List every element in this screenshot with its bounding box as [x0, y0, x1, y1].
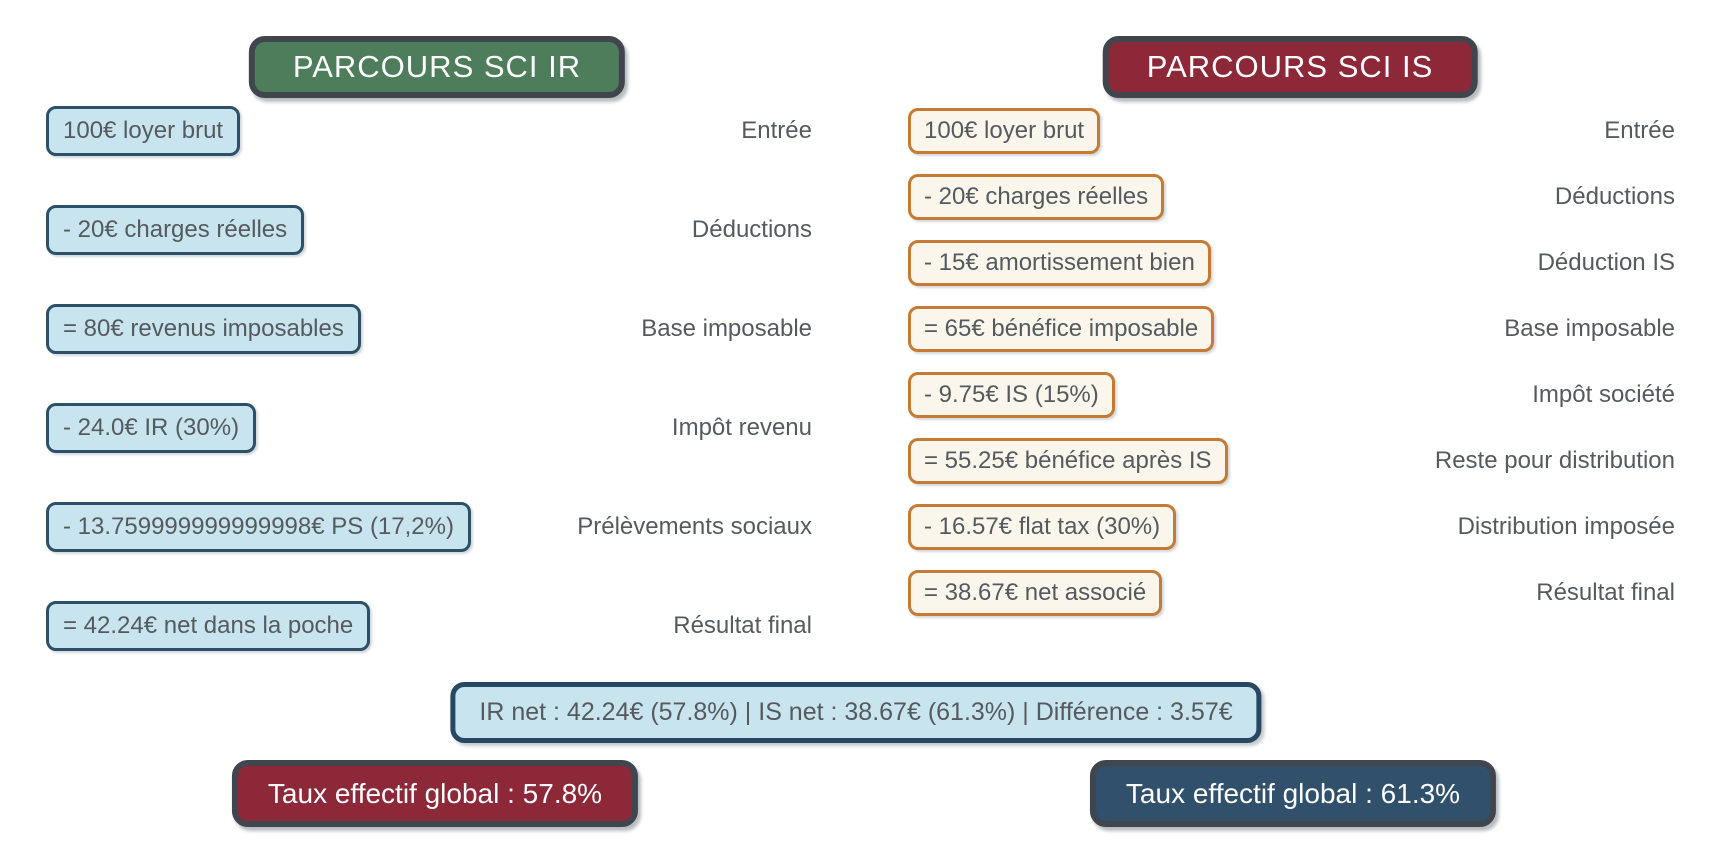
is-path-header: PARCOURS SCI IS — [1102, 36, 1478, 98]
step-label: Déductions — [691, 216, 812, 243]
step-label: Entrée — [741, 117, 812, 144]
is-step-row: - 9.75€ IS (15%) Impôt société — [908, 372, 1675, 418]
step-box: - 9.75€ IS (15%) — [908, 372, 1115, 418]
step-label: Distribution imposée — [1457, 513, 1675, 540]
step-label: Impôt revenu — [671, 414, 812, 441]
step-label: Résultat final — [1536, 579, 1675, 606]
step-label: Déductions — [1554, 183, 1675, 210]
ir-step-row: - 20€ charges réelles Déductions — [46, 205, 812, 255]
ir-step-row: = 42.24€ net dans la poche Résultat final — [46, 601, 812, 651]
step-box: = 55.25€ bénéfice après IS — [908, 438, 1228, 484]
comparison-summary-box: IR net : 42.24€ (57.8%) | IS net : 38.67… — [450, 682, 1262, 743]
is-step-row: = 65€ bénéfice imposable Base imposable — [908, 306, 1675, 352]
step-label: Base imposable — [1504, 315, 1675, 342]
step-label: Résultat final — [673, 612, 812, 639]
is-step-row: = 55.25€ bénéfice après IS Reste pour dis… — [908, 438, 1675, 484]
is-step-row: 100€ loyer brut Entrée — [908, 108, 1675, 154]
step-box: - 16.57€ flat tax (30%) — [908, 504, 1177, 550]
step-box: - 15€ amortissement bien — [908, 240, 1211, 286]
step-label: Reste pour distribution — [1434, 447, 1675, 474]
is-effective-rate-badge: Taux effectif global : 61.3% — [1089, 760, 1497, 827]
ir-step-row: = 80€ revenus imposables Base imposable — [46, 304, 812, 354]
is-step-row: - 16.57€ flat tax (30%) Distribution impo… — [908, 504, 1675, 550]
step-box: = 42.24€ net dans la poche — [46, 601, 371, 651]
step-box: = 38.67€ net associé — [908, 570, 1163, 616]
step-label: Prélèvements sociaux — [577, 513, 812, 540]
step-box: - 13.759999999999998€ PS (17,2%) — [46, 502, 471, 552]
ir-step-row: 100€ loyer brut Entrée — [46, 106, 812, 156]
step-box: 100€ loyer brut — [46, 106, 241, 156]
step-box: = 65€ bénéfice imposable — [908, 306, 1215, 352]
is-step-row: - 15€ amortissement bien Déduction IS — [908, 240, 1675, 286]
step-box: - 20€ charges réelles — [46, 205, 305, 255]
step-label: Impôt société — [1532, 381, 1675, 408]
step-label: Entrée — [1604, 117, 1675, 144]
step-box: 100€ loyer brut — [908, 108, 1101, 154]
step-label: Déduction IS — [1537, 249, 1675, 276]
step-label: Base imposable — [641, 315, 812, 342]
step-box: - 20€ charges réelles — [908, 174, 1165, 220]
step-box: - 24.0€ IR (30%) — [46, 403, 257, 453]
step-box: = 80€ revenus imposables — [46, 304, 361, 354]
ir-step-row: - 24.0€ IR (30%) Impôt revenu — [46, 403, 812, 453]
is-step-row: = 38.67€ net associé Résultat final — [908, 570, 1675, 616]
ir-path-header: PARCOURS SCI IR — [248, 36, 626, 98]
ir-effective-rate-badge: Taux effectif global : 57.8% — [231, 760, 639, 827]
is-step-row: - 20€ charges réelles Déductions — [908, 174, 1675, 220]
ir-step-row: - 13.759999999999998€ PS (17,2%) Prélèvem… — [46, 502, 812, 552]
